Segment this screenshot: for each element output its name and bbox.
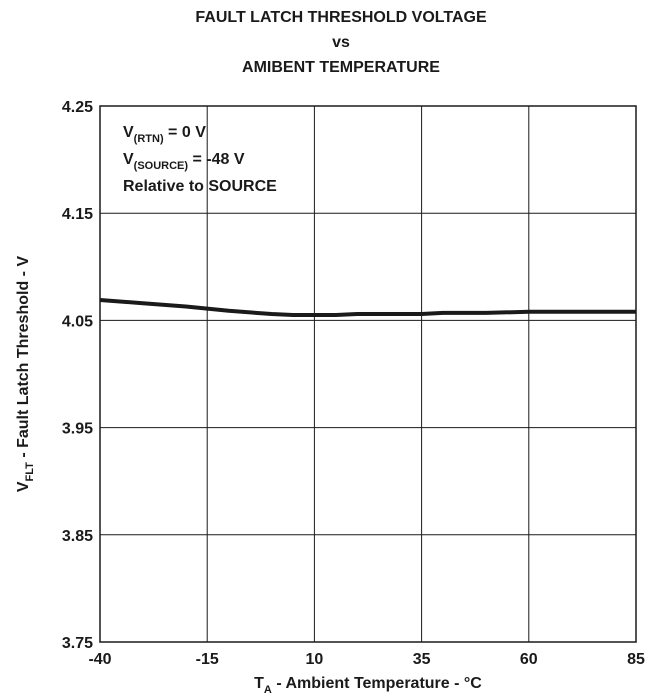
x-tick-label: -40 (88, 651, 111, 668)
y-tick-label: 3.75 (62, 635, 93, 652)
series-line-1 (99, 298, 636, 317)
annotation-line-3: Relative to SOURCE (123, 178, 277, 195)
annotation-line-1-main: V (123, 124, 134, 141)
annotation-line-1-text: = 0 V (164, 124, 207, 141)
y-tick-label: 4.05 (62, 313, 93, 330)
grid (99, 105, 637, 643)
annotation-line-2-subscript: (SOURCE) (134, 160, 189, 172)
y-tick-label: 3.85 (62, 528, 93, 545)
annotation-line-3-main: Relative to SOURCE (123, 178, 277, 195)
chart-title-line-1: FAULT LATCH THRESHOLD VOLTAGE (195, 9, 487, 26)
annotation-line-2: V(SOURCE) = -48 V (123, 151, 245, 172)
chart-title: FAULT LATCH THRESHOLD VOLTAGE vs AMIBENT… (195, 9, 487, 76)
annotation-line-2-main: V (123, 151, 134, 168)
x-tick-label: 35 (413, 651, 431, 668)
chart-title-line-3: AMIBENT TEMPERATURE (242, 59, 440, 76)
y-tick-label: 4.15 (62, 206, 93, 223)
x-tick-label: 60 (520, 651, 538, 668)
annotation-line-1: V(RTN) = 0 V (123, 124, 206, 145)
x-axis-label-subscript: A (264, 684, 272, 696)
plot-frame (99, 105, 637, 643)
y-tick-label: 4.25 (62, 99, 93, 116)
x-axis-label: TA - Ambient Temperature - °C (254, 675, 482, 696)
x-axis-label-text: - Ambient Temperature - °C (272, 675, 482, 692)
chart-title-line-2: vs (332, 34, 350, 51)
annotation-line-2-text: = -48 V (188, 151, 245, 168)
y-tick-label: 3.95 (62, 421, 93, 438)
x-tick-label: -15 (196, 651, 219, 668)
y-axis-label-text: - Fault Latch Threshold - V (15, 256, 32, 463)
y-axis-label: VFLT - Fault Latch Threshold - V (15, 256, 36, 493)
tick-labels: 3.75 3.85 3.95 4.05 4.15 4.25 -40 -15 10 35 60 85 (62, 99, 645, 668)
annotation-line-1-subscript: (RTN) (134, 133, 164, 145)
series-layer (99, 298, 636, 317)
y-axis-label-main: V (15, 481, 32, 492)
x-tick-label: 10 (306, 651, 324, 668)
y-axis-label-subscript: FLT (24, 462, 36, 482)
x-tick-label: 85 (627, 651, 645, 668)
x-axis-label-main: T (254, 675, 264, 692)
axis-labels: TA - Ambient Temperature - °C VFLT - Faul… (15, 256, 482, 696)
